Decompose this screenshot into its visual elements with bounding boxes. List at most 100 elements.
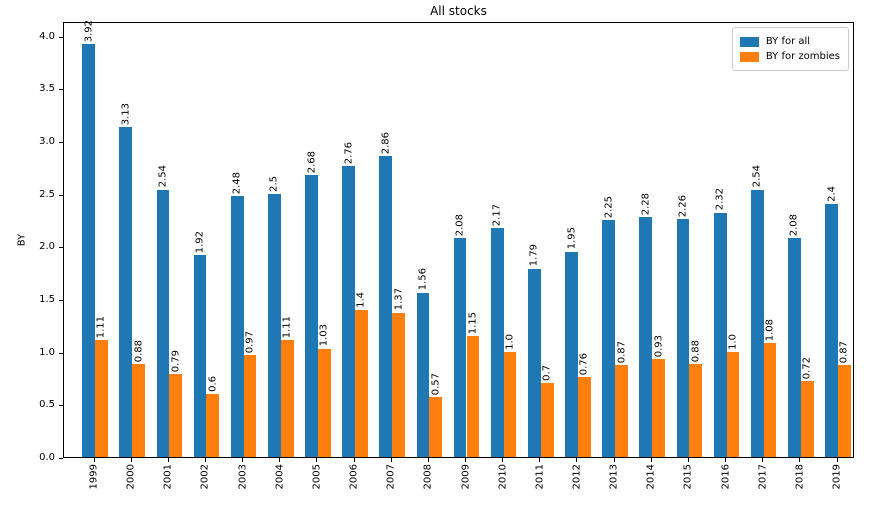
y-tick-mark [59,405,63,406]
bar-value-label: 1.03 [318,324,330,347]
bar-by-for-zombies [763,343,777,457]
x-tick-label: 1999 [88,464,100,490]
bar-by-for-all [825,204,838,457]
bar-value-label: 1.08 [764,319,776,342]
legend-item-by-for-zombies: BY for zombies [739,50,840,63]
x-tick-mark [465,458,466,462]
x-tick-mark [93,458,95,462]
x-tick-mark [762,458,764,462]
bar-by-for-zombies [95,340,108,457]
bar-value-label: 1.56 [417,268,429,291]
x-tick-label: 2001 [162,464,174,490]
bar-by-for-zombies [652,359,666,457]
bar-value-label: 2.08 [788,213,800,236]
bar-value-label: 1.15 [467,311,479,334]
x-tick-mark [539,458,541,462]
y-tick-label: 0.0 [39,452,55,463]
bar-value-label: 2.17 [491,204,503,227]
bar-value-label: 0.7 [541,365,553,382]
bar-value-label: 1.95 [566,227,578,250]
y-tick-mark [59,142,63,143]
bar-by-for-all [639,216,653,457]
x-tick-label: 2005 [311,464,323,490]
x-tick-label: 2000 [125,464,137,490]
x-tick-label: 2007 [385,464,397,490]
legend-item-by-for-all: BY for all [739,35,840,48]
plot-area: 3.92 1.11 3.13 0.88 2.54 0.79 1.92 0.6 2.48 0.97 2… [63,20,854,458]
bar-value-label: 2.54 [751,165,763,188]
y-tick-label: 3.5 [39,83,55,95]
x-tick-label: 2019 [831,464,843,490]
x-tick-label: 2004 [274,464,286,490]
x-tick-mark [687,458,689,462]
legend-swatch-by-for-all [739,36,759,47]
y-tick-mark [59,353,63,354]
legend-label-by-for-all: BY for all [765,36,811,47]
bar-by-for-zombies [615,365,628,457]
bar-value-label: 2.48 [231,171,243,194]
bar-value-label: 2.26 [677,194,689,217]
x-tick-label: 2006 [348,464,360,490]
bar-value-label: 2.25 [603,195,615,219]
x-tick-mark [316,458,318,462]
y-tick-label: 3.0 [39,136,55,148]
bar-by-for-zombies [243,354,257,457]
bar-by-for-zombies [280,340,294,457]
bar-value-label: 1.92 [194,230,206,253]
bar-by-for-zombies [429,396,443,457]
x-tick-label: 2014 [645,464,657,490]
y-tick-label: 2.0 [39,241,55,253]
y-tick-label: 4.0 [39,30,55,42]
bar-value-label: 1.0 [727,333,739,350]
x-tick-mark [650,458,652,462]
y-tick-label: 2.5 [39,188,55,200]
bar-by-for-zombies [392,312,405,457]
x-tick-label: 2017 [757,464,769,490]
y-tick-mark [59,247,63,248]
bar-by-for-zombies [689,364,703,457]
x-tick-label: 2002 [199,464,211,490]
y-tick-mark [59,300,63,301]
bar-by-for-all [788,237,801,457]
bar-value-label: 0.79 [170,349,182,372]
legend-swatch-by-for-zombies [739,51,759,62]
bar-by-for-zombies [838,365,851,457]
bar-by-for-all [490,228,504,457]
x-tick-mark [799,458,801,462]
bar-value-label: 1.79 [528,244,540,267]
x-tick-mark [576,458,578,462]
bar-by-for-all [119,127,133,457]
bar-value-label: 3.13 [120,103,132,126]
bar-by-for-all [156,189,170,457]
x-tick-mark [167,458,169,462]
bar-by-for-zombies [503,351,517,457]
bar-by-for-all [416,292,430,457]
bar-value-label: 2.76 [343,142,355,165]
bar-by-for-zombies [577,376,591,457]
bar-value-label: 1.37 [393,288,405,311]
chart-title: All stocks [430,4,487,18]
x-tick-mark [502,458,504,462]
bar-value-label: 0.87 [838,341,850,364]
bar-by-for-zombies [800,381,814,457]
bar-by-for-all [528,268,541,457]
bar-by-for-zombies [540,383,554,457]
x-tick-label: 2016 [720,464,732,490]
x-tick-mark [242,458,244,462]
bar-value-label: 2.68 [306,150,317,173]
x-tick-mark [427,458,429,462]
bar-value-label: 2.08 [454,213,466,236]
bar-by-for-zombies [206,393,220,457]
x-tick-mark [836,458,838,462]
bar-by-for-zombies [726,351,740,457]
y-tick-mark [59,195,63,196]
legend: BY for all BY for zombies [731,27,849,71]
x-tick-mark [390,458,392,462]
bar-by-for-all [750,189,764,457]
x-tick-label: 2012 [571,464,583,490]
bar-by-for-all [305,174,318,457]
x-tick-mark [613,458,615,462]
bar-by-for-zombies [355,309,368,457]
y-tick-mark [59,89,63,90]
bar-by-for-all [193,254,207,457]
